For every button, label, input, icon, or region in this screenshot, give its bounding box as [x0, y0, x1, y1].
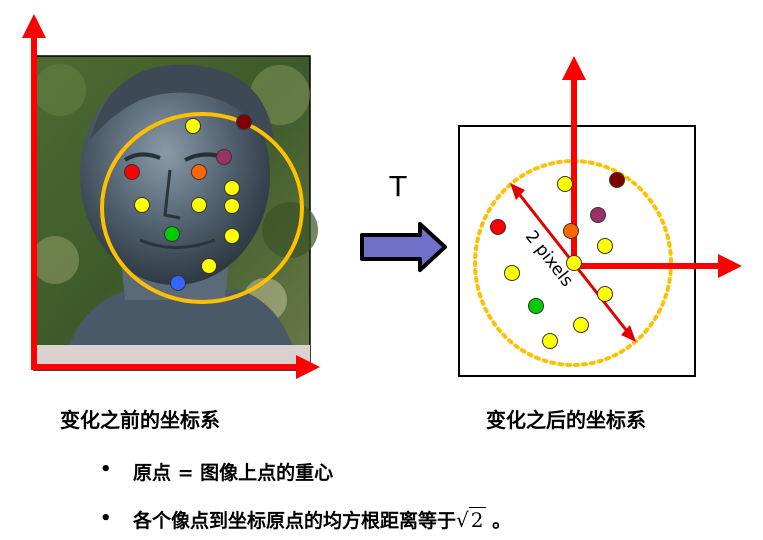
after-point: [597, 286, 613, 302]
before-point: [224, 198, 240, 214]
sqrt-symbol: √: [456, 508, 469, 532]
before-point: [224, 180, 240, 196]
bullet-1: 原点 = 图像上点的重心: [133, 462, 334, 484]
after-point: [573, 317, 589, 333]
after-point: [504, 265, 520, 281]
before-point: [170, 275, 186, 291]
sqrt-radicand: 2: [468, 507, 486, 532]
bullet-2-suffix: 。: [492, 510, 512, 532]
after-point: [566, 255, 582, 271]
before-point: [134, 197, 150, 213]
caption-before: 变化之前的坐标系: [60, 408, 220, 432]
bullet-marker-2: •: [100, 508, 112, 529]
before-point: [216, 149, 232, 165]
after-point: [542, 333, 558, 349]
before-point: [164, 226, 180, 242]
after-point: [528, 298, 544, 314]
y-axis-before-arrowhead: [22, 14, 46, 38]
y-axis-after-arrowhead: [562, 56, 586, 80]
after-point: [557, 176, 573, 192]
after-point: [597, 238, 613, 254]
before-point: [224, 228, 240, 244]
transform-label: T: [388, 170, 407, 203]
bullet-marker-1: •: [100, 459, 112, 480]
before-point: [201, 258, 217, 274]
after-point: [563, 223, 579, 239]
after-point: [609, 172, 625, 188]
axes-before: [22, 14, 320, 379]
x-axis-after-arrowhead: [718, 254, 742, 278]
transform-arrow: [360, 222, 447, 272]
after-point: [590, 207, 606, 223]
x-axis-before-arrowhead: [296, 355, 320, 379]
before-point: [185, 118, 201, 134]
before-point: [191, 197, 207, 213]
after-point: [490, 219, 506, 235]
points-after: [490, 172, 625, 349]
points-before: [124, 114, 252, 291]
before-point: [124, 164, 140, 180]
statue-photo: [31, 55, 318, 371]
before-point: [191, 164, 207, 180]
bullet-2-text: 各个像点到坐标原点的均方根距离等于: [133, 510, 457, 532]
point-cloud-circle-before: [100, 112, 304, 304]
caption-after: 变化之后的坐标系: [486, 408, 646, 432]
bullet-2: 各个像点到坐标原点的均方根距离等于√ 2 。: [133, 506, 511, 533]
sqrt-expression: √ 2: [456, 507, 486, 532]
before-point: [236, 114, 252, 130]
